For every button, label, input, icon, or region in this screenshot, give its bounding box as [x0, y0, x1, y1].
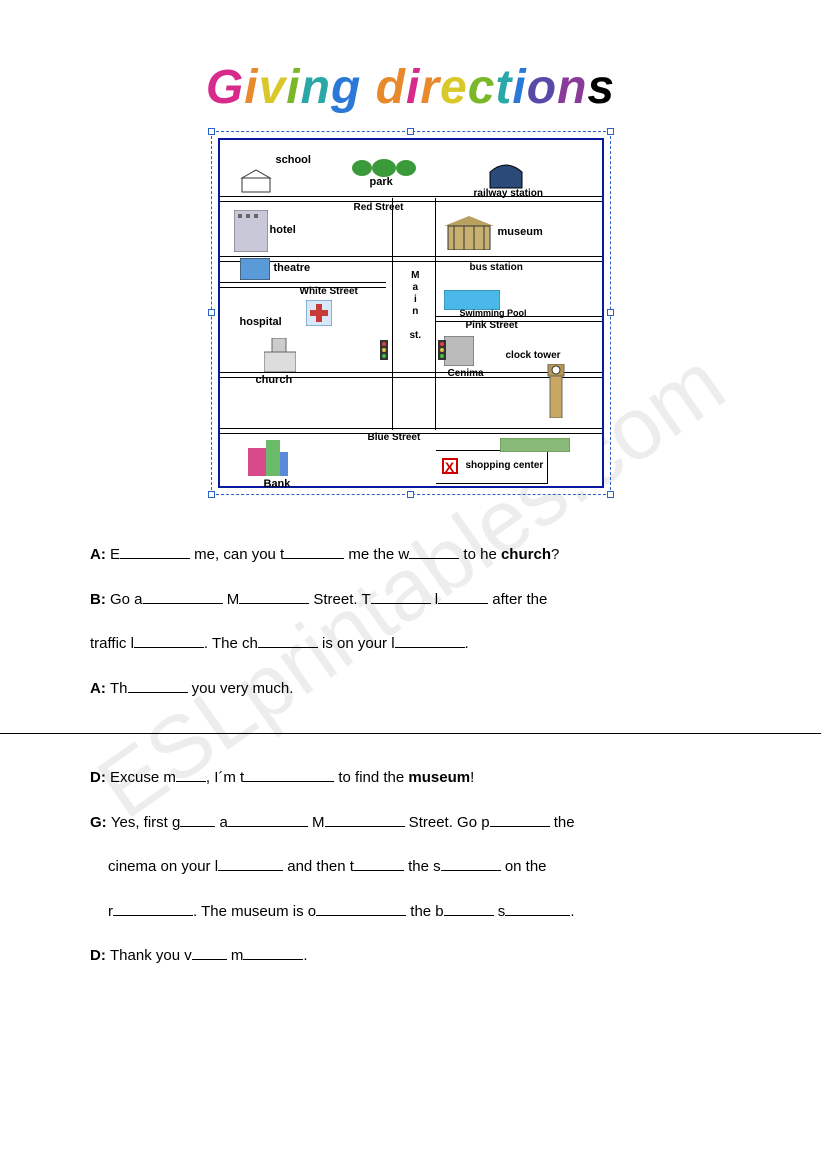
- label-museum: museum: [498, 226, 543, 238]
- worksheet-content: Giving directions school park railway st…: [0, 0, 821, 1027]
- line-a2: A: Th you very much.: [90, 675, 731, 704]
- label-main-street: M a i n st.: [410, 270, 422, 342]
- label-bank: Bank: [264, 478, 291, 490]
- x-marker: X: [442, 458, 458, 474]
- shopping-icon: [500, 438, 570, 452]
- label-bus: bus station: [470, 262, 523, 273]
- clock-icon: [546, 364, 566, 418]
- line-d2: D: Thank you v m.: [90, 942, 731, 971]
- label-church: church: [256, 374, 293, 386]
- theatre-icon: [240, 258, 270, 280]
- museum-icon: [444, 216, 494, 250]
- park-icon: [350, 158, 420, 178]
- railway-icon: [486, 158, 526, 190]
- map-frame: school park railway station Red Street h…: [211, 131, 611, 495]
- label-hotel: hotel: [270, 224, 296, 236]
- hospital-icon: [306, 300, 332, 326]
- map-diagram: school park railway station Red Street h…: [218, 138, 604, 488]
- line-g1: G: Yes, first g a M Street. Go p the: [90, 809, 731, 838]
- line-g2: cinema on your l and then t the s on the: [90, 853, 731, 882]
- hotel-icon: [234, 210, 268, 252]
- label-red-street: Red Street: [354, 202, 404, 213]
- church-icon: [264, 338, 296, 372]
- label-pink-street: Pink Street: [466, 320, 518, 331]
- cinema-icon: [444, 336, 474, 366]
- bank-icon: [248, 440, 288, 476]
- traffic-light-icon: [438, 340, 446, 360]
- line-b1: B: Go a M Street. T l after the: [90, 586, 731, 615]
- dialogue-2: D: Excuse m, I´m t to find the museum! G…: [90, 764, 731, 971]
- line-b2: traffic l. The ch is on your l.: [90, 630, 731, 659]
- line-g3: r. The museum is o the b s.: [90, 898, 731, 927]
- label-park: park: [370, 176, 393, 188]
- traffic-light-icon: [380, 340, 388, 360]
- dialogue-1: A: E me, can you t me the w to he church…: [90, 541, 731, 703]
- label-cinema: Cenima: [448, 368, 484, 379]
- label-hospital: hospital: [240, 316, 282, 328]
- pool-icon: [444, 290, 500, 310]
- line-a1: A: E me, can you t me the w to he church…: [90, 541, 731, 570]
- line-d1: D: Excuse m, I´m t to find the museum!: [90, 764, 731, 793]
- label-pool: Swimming Pool: [460, 308, 527, 318]
- divider: [0, 733, 821, 734]
- label-railway: railway station: [474, 188, 543, 199]
- page-title: Giving directions: [90, 60, 731, 115]
- label-clock: clock tower: [506, 350, 561, 361]
- school-icon: [238, 168, 274, 194]
- label-white-street: White Street: [300, 286, 358, 297]
- label-theatre: theatre: [274, 262, 311, 274]
- label-shopping: shopping center: [466, 460, 544, 471]
- label-blue-street: Blue Street: [368, 432, 421, 443]
- label-school: school: [276, 154, 311, 166]
